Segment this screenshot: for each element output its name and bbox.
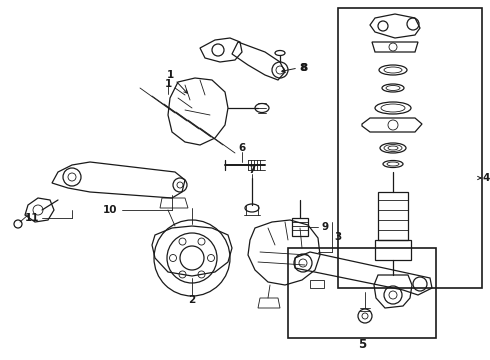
Bar [288, 248, 436, 338]
Bar [338, 8, 482, 288]
Text: 4: 4 [482, 173, 490, 183]
Text: 9: 9 [321, 222, 329, 232]
Text: 1: 1 [167, 70, 173, 80]
Text: 10: 10 [103, 205, 117, 215]
Text: 6: 6 [238, 143, 245, 153]
Bar [378, 192, 408, 240]
Text: 5: 5 [358, 338, 366, 351]
Bar [375, 240, 411, 260]
Text: 7: 7 [248, 165, 256, 175]
Bar [292, 218, 308, 236]
Text: 8: 8 [299, 63, 307, 73]
Bar [310, 280, 324, 288]
Text: 3: 3 [334, 232, 342, 242]
Text: 2: 2 [188, 295, 196, 305]
Text: 11: 11 [25, 213, 39, 223]
Text: 1: 1 [164, 79, 171, 89]
Text: 8: 8 [300, 63, 308, 73]
